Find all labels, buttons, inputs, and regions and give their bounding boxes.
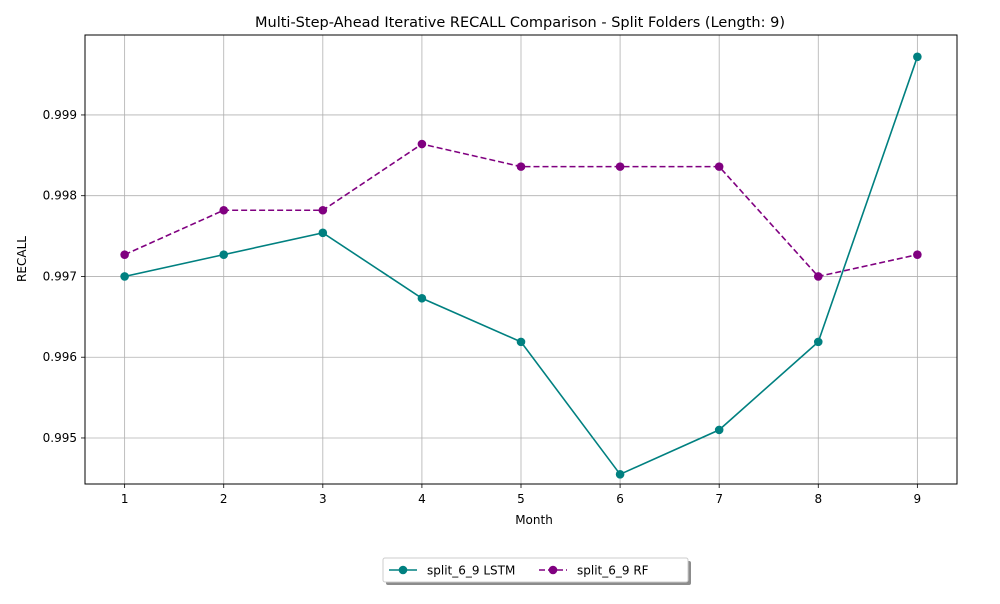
y-tick-label: 0.997 — [43, 269, 77, 283]
data-point — [417, 293, 427, 303]
chart-title: Multi-Step-Ahead Iterative RECALL Compar… — [255, 15, 785, 31]
data-point — [913, 250, 922, 259]
data-point — [813, 272, 823, 281]
legend: split_6_9 LSTM split_6_9 RF — [382, 557, 691, 585]
data-point — [120, 250, 129, 259]
x-tick-label: 5 — [517, 492, 525, 506]
data-point — [714, 425, 724, 435]
x-tick-label: 7 — [715, 492, 723, 506]
data-point — [417, 139, 427, 149]
data-point — [615, 162, 625, 171]
data-point — [516, 162, 526, 171]
y-tick-label: 0.999 — [43, 108, 77, 122]
series-lstm — [120, 52, 922, 479]
data-point — [219, 205, 229, 215]
series-rf — [120, 139, 922, 281]
legend-marker — [398, 565, 408, 575]
x-tick-label: 6 — [616, 492, 624, 506]
x-tick-label: 3 — [319, 492, 327, 506]
legend-entry: split_6_9 RF — [539, 564, 649, 578]
x-tick-label: 2 — [220, 492, 228, 506]
data-point — [120, 272, 129, 281]
legend-label: split_6_9 LSTM — [427, 564, 515, 578]
data-point — [714, 162, 724, 171]
data-point — [318, 205, 328, 215]
y-tick-label: 0.998 — [43, 189, 77, 203]
x-tick-label: 1 — [121, 492, 129, 506]
data-point — [318, 228, 328, 238]
y-tick-label: 0.996 — [43, 350, 77, 364]
data-point — [516, 337, 526, 347]
data-point — [615, 470, 625, 479]
legend-box — [382, 557, 689, 583]
y-axis-ticks: 0.995 0.996 0.997 0.998 0.999 — [43, 108, 85, 445]
legend-marker — [548, 565, 558, 575]
legend-label: split_6_9 RF — [577, 564, 649, 578]
x-tick-label: 8 — [814, 492, 822, 506]
series-layer — [120, 52, 922, 479]
x-tick-label: 9 — [914, 492, 922, 506]
data-point — [913, 52, 922, 62]
y-tick-label: 0.995 — [43, 431, 77, 445]
grid-lines — [85, 35, 957, 484]
data-point — [219, 250, 229, 259]
x-tick-label: 4 — [418, 492, 426, 506]
legend-entry: split_6_9 LSTM — [389, 564, 515, 578]
y-axis-label: RECALL — [15, 236, 29, 282]
x-axis-ticks: 1 2 3 4 5 6 7 8 9 — [121, 484, 921, 506]
x-axis-label: Month — [515, 513, 553, 527]
data-point — [813, 337, 823, 347]
